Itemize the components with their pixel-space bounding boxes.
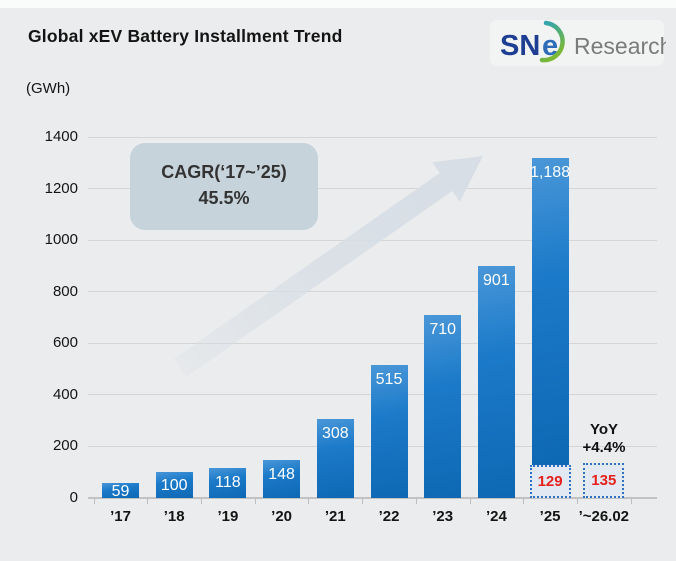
x-axis-category-label: ’23 [432,508,454,525]
x-axis-tick [254,499,256,504]
yoy-line1: YoY [589,421,619,438]
bar-value-label: 901 [483,271,510,289]
bar [531,158,569,465]
x-axis-tick [630,499,632,504]
x-axis-category-label: ’17 [110,508,131,525]
top-border-strip [0,0,676,8]
x-axis-tick [576,499,578,504]
cagr-line1: CAGR(‘17~’25) [161,162,287,182]
y-axis-tick-label: 1400 [44,128,78,145]
bar-value-label: 515 [375,371,403,389]
bar-value-label: 308 [321,424,349,442]
y-axis-tick-label: 400 [52,385,78,403]
x-axis-category-label: ’25 [539,508,561,525]
gridline-1400 [88,136,657,138]
x-axis-line [88,497,657,499]
bar-value-label: 118 [215,473,241,491]
x-axis-category-label: ’~26.02 [578,508,630,525]
estimate-bar-segment: 129 [529,464,571,498]
cagr-line2: 45.5% [198,188,250,208]
bar [155,472,193,498]
gridline-1200 [88,188,657,190]
bar [477,265,515,498]
bar-value-label: 100 [160,476,188,494]
unit-label: (GWh) [26,80,71,97]
x-axis-category-label: ’18 [163,508,185,525]
logo-green-arc-icon [539,20,565,63]
x-axis-tick [362,499,364,504]
bar [209,467,247,498]
page-title: Global xEV Battery Installment Trend [28,26,343,46]
x-axis-category-label: ’22 [378,508,400,525]
gridline-600 [88,342,657,344]
estimate-bar-segment: 135 [583,463,625,498]
estimate-value-label: 129 [537,472,563,490]
sne-research-logo-graphic: SN e Research [490,20,672,66]
bar [263,459,301,498]
y-axis-tick-label: 1000 [44,231,78,249]
logo-text-e: e [542,30,558,62]
yoy-line2: +4.4% [582,439,626,456]
bar [316,418,354,498]
bar [370,365,408,498]
logo-text-research: Research [574,33,666,59]
y-axis-tick-label: 800 [52,282,78,300]
x-axis-category-label: ’19 [217,508,239,525]
bar [102,482,139,498]
yoy-annotation: YoY +4.4% [559,421,649,457]
x-axis-tick [415,499,417,504]
logo-text-sn: SN [500,30,540,62]
bar-value-label: 59 [111,482,130,500]
y-axis-tick-label: 200 [52,437,78,455]
estimate-value-label: 135 [591,472,617,490]
bar [424,314,462,498]
x-axis-category-label: ’20 [271,508,293,525]
y-axis-tick-label: 600 [52,334,78,352]
x-axis-tick [523,499,525,504]
x-axis-tick [308,499,310,504]
bar-value-label: 148 [268,465,295,483]
x-axis-tick [147,499,149,504]
y-axis-tick-label: 0 [69,489,78,506]
x-axis-category-label: ’24 [485,508,507,525]
x-axis-tick [469,499,471,504]
bar-value-label: 1,188 [530,164,571,182]
x-axis-category-label: ’21 [324,508,346,525]
cagr-callout: CAGR(‘17~’25) 45.5% [130,143,318,230]
x-axis-tick [201,499,203,504]
bar-value-label: 710 [429,320,457,338]
gridline-800 [88,291,657,293]
x-axis-tick [93,499,95,504]
sne-research-logo: SN e Research [488,16,672,73]
logo-background [490,20,664,66]
y-axis-tick-label: 1200 [44,179,78,197]
